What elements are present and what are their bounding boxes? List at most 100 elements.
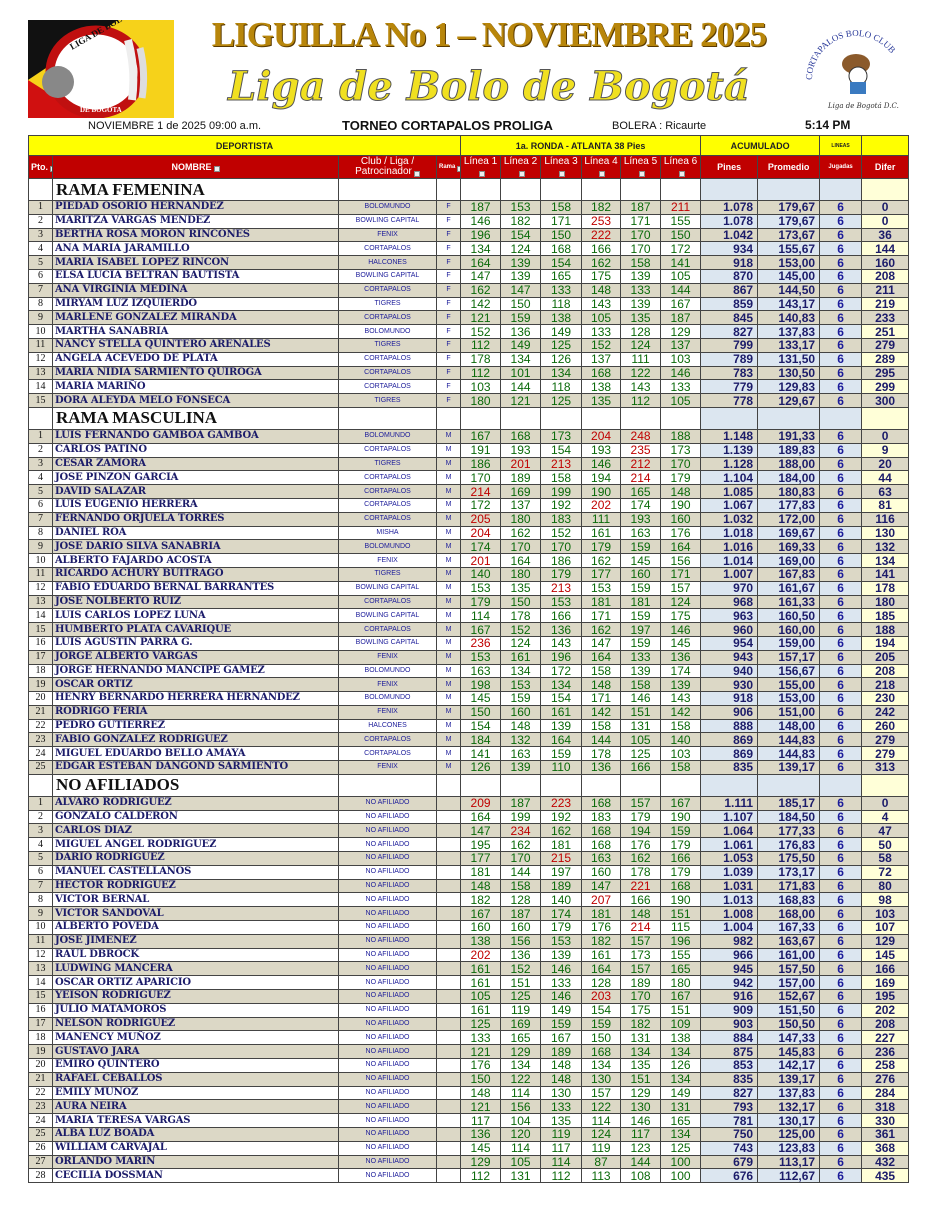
rama-cell: F — [435, 324, 462, 339]
club-cell: CORTAPALOS — [338, 351, 437, 367]
linea-3-cell: 213 — [540, 456, 583, 472]
linea-1-cell: 141 — [460, 746, 502, 762]
linea-5-cell: 165 — [620, 484, 662, 499]
player-row: 6 ELSA LUCIA BELTRAN BAUTISTA BOWLING CAPI… — [28, 268, 910, 284]
filter-dropdown-icon[interactable] — [457, 166, 460, 172]
linea-2-cell: 169 — [500, 1016, 542, 1032]
linea-4-cell: 176 — [581, 920, 622, 935]
pines-cell: 781 — [700, 1113, 759, 1128]
rank-cell: 15 — [28, 622, 53, 637]
filter-dropdown-icon[interactable] — [638, 171, 645, 177]
section-title: RAMA MASCULINA — [52, 406, 339, 430]
rama-cell: M — [435, 635, 462, 651]
pines-cell: 835 — [700, 1071, 759, 1087]
player-name-cell: EDGAR ESTEBAN DANGOND SARMIENTO — [52, 760, 339, 775]
rank-cell: 28 — [28, 1168, 53, 1184]
rank-cell: 10 — [28, 920, 53, 935]
linea-3-cell: 173 — [540, 428, 583, 444]
column-header-pto[interactable]: Pto. — [28, 155, 53, 179]
jugadas-cell: 6 — [819, 920, 863, 935]
difer-cell: 103 — [861, 906, 910, 922]
empty-cell — [460, 178, 502, 201]
club-cell: TIGRES — [338, 566, 437, 582]
linea-5-cell: 176 — [620, 837, 662, 853]
promedio-cell: 157,00 — [757, 975, 821, 991]
linea-1-cell: 148 — [460, 878, 502, 894]
rank-cell: 14 — [28, 608, 53, 624]
linea-2-cell: 121 — [500, 393, 542, 408]
column-header-l6[interactable]: Línea 6 — [660, 155, 702, 179]
linea-6-cell: 167 — [660, 296, 702, 312]
filter-dropdown-icon[interactable] — [599, 171, 606, 177]
print-time: 5:14 PM — [805, 118, 851, 132]
filter-dropdown-icon[interactable] — [213, 166, 220, 172]
svg-text:DE BOGOTA: DE BOGOTA — [80, 106, 122, 114]
column-header-club[interactable]: Club / Liga / Patrocinador — [338, 155, 437, 179]
player-name-cell: DARIO RODRIGUEZ — [52, 851, 339, 866]
club-cell: NO AFILIADO — [338, 1044, 437, 1060]
column-header-nombre[interactable]: NOMBRE — [52, 155, 339, 179]
filter-dropdown-icon[interactable] — [559, 171, 566, 177]
filter-dropdown-icon[interactable] — [478, 171, 485, 177]
rama-cell: M — [435, 760, 462, 775]
club-cell: NO AFILIADO — [338, 1016, 437, 1032]
rank-cell: 18 — [28, 1030, 53, 1046]
promedio-cell: 155,67 — [757, 241, 821, 257]
linea-6-cell: 171 — [660, 566, 702, 582]
rama-cell: M — [435, 732, 462, 748]
linea-4-cell: 147 — [581, 878, 622, 894]
difer-cell: 144 — [861, 241, 910, 257]
promedio-cell: 130,17 — [757, 1113, 821, 1128]
pines-cell: 1.139 — [700, 442, 759, 458]
empty-cell — [819, 773, 863, 797]
club-cell: FENIX — [338, 227, 437, 243]
jugadas-cell: 6 — [819, 470, 863, 486]
promedio-cell: 177,83 — [757, 497, 821, 513]
linea-1-cell: 161 — [460, 1002, 502, 1018]
filter-dropdown-icon[interactable] — [50, 166, 52, 172]
page-subtitle: Liga de Bolo de Bogotá — [228, 63, 751, 111]
player-name-cell: MARIA TERESA VARGAS — [52, 1113, 339, 1128]
column-header-l5[interactable]: Línea 5 — [620, 155, 662, 179]
player-row: 1 PIEDAD OSORIO HERNANDEZ BOLOMUNDO F 187 153… — [28, 200, 910, 215]
linea-5-cell: 129 — [620, 1085, 662, 1101]
rank-cell: 13 — [28, 594, 53, 610]
linea-4-cell: 158 — [581, 663, 622, 679]
linea-2-cell: 180 — [500, 511, 542, 527]
column-header-l1[interactable]: Línea 1 — [460, 155, 502, 179]
pines-cell: 827 — [700, 324, 759, 339]
player-name-cell: ALBERTO POVEDA — [52, 920, 339, 935]
player-row: 25 EDGAR ESTEBAN DANGOND SARMIENTO FENIX M 1… — [28, 760, 910, 775]
rama-cell: F — [435, 393, 462, 408]
column-header-l3[interactable]: Línea 3 — [540, 155, 583, 179]
player-name-cell: PEDRO GUTIERREZ — [52, 718, 339, 734]
difer-cell: 160 — [861, 255, 910, 270]
player-name-cell: CECILIA DOSSMAN — [52, 1168, 339, 1184]
column-header-rama[interactable]: Rama — [435, 155, 462, 179]
column-header-l4[interactable]: Línea 4 — [581, 155, 622, 179]
linea-4-cell: 161 — [581, 947, 622, 963]
player-row: 26 WILLIAM CARVAJAL NO AFILIADO 145 114 117 11… — [28, 1140, 910, 1156]
filter-dropdown-icon[interactable] — [678, 171, 685, 177]
club-cell: BOLOMUNDO — [338, 200, 437, 215]
column-header-l2[interactable]: Línea 2 — [500, 155, 542, 179]
linea-3-cell: 164 — [540, 732, 583, 748]
linea-2-cell: 152 — [500, 961, 542, 977]
filter-dropdown-icon[interactable] — [413, 171, 420, 177]
linea-1-cell: 121 — [460, 1099, 502, 1115]
empty-cell — [700, 406, 759, 430]
empty-cell — [700, 178, 759, 201]
linea-2-cell: 139 — [500, 760, 542, 775]
linea-6-cell: 109 — [660, 1016, 702, 1032]
pines-cell: 970 — [700, 580, 759, 596]
linea-6-cell: 141 — [660, 255, 702, 270]
linea-2-cell: 105 — [500, 1154, 542, 1170]
rank-cell: 4 — [28, 837, 53, 853]
club-cell: CORTAPALOS — [338, 497, 437, 513]
jugadas-cell: 6 — [819, 622, 863, 637]
linea-2-cell: 151 — [500, 975, 542, 991]
linea-3-cell: 159 — [540, 1016, 583, 1032]
filter-dropdown-icon[interactable] — [518, 171, 525, 177]
player-name-cell: JULIO MATAMOROS — [52, 1002, 339, 1018]
linea-3-cell: 181 — [540, 837, 583, 853]
